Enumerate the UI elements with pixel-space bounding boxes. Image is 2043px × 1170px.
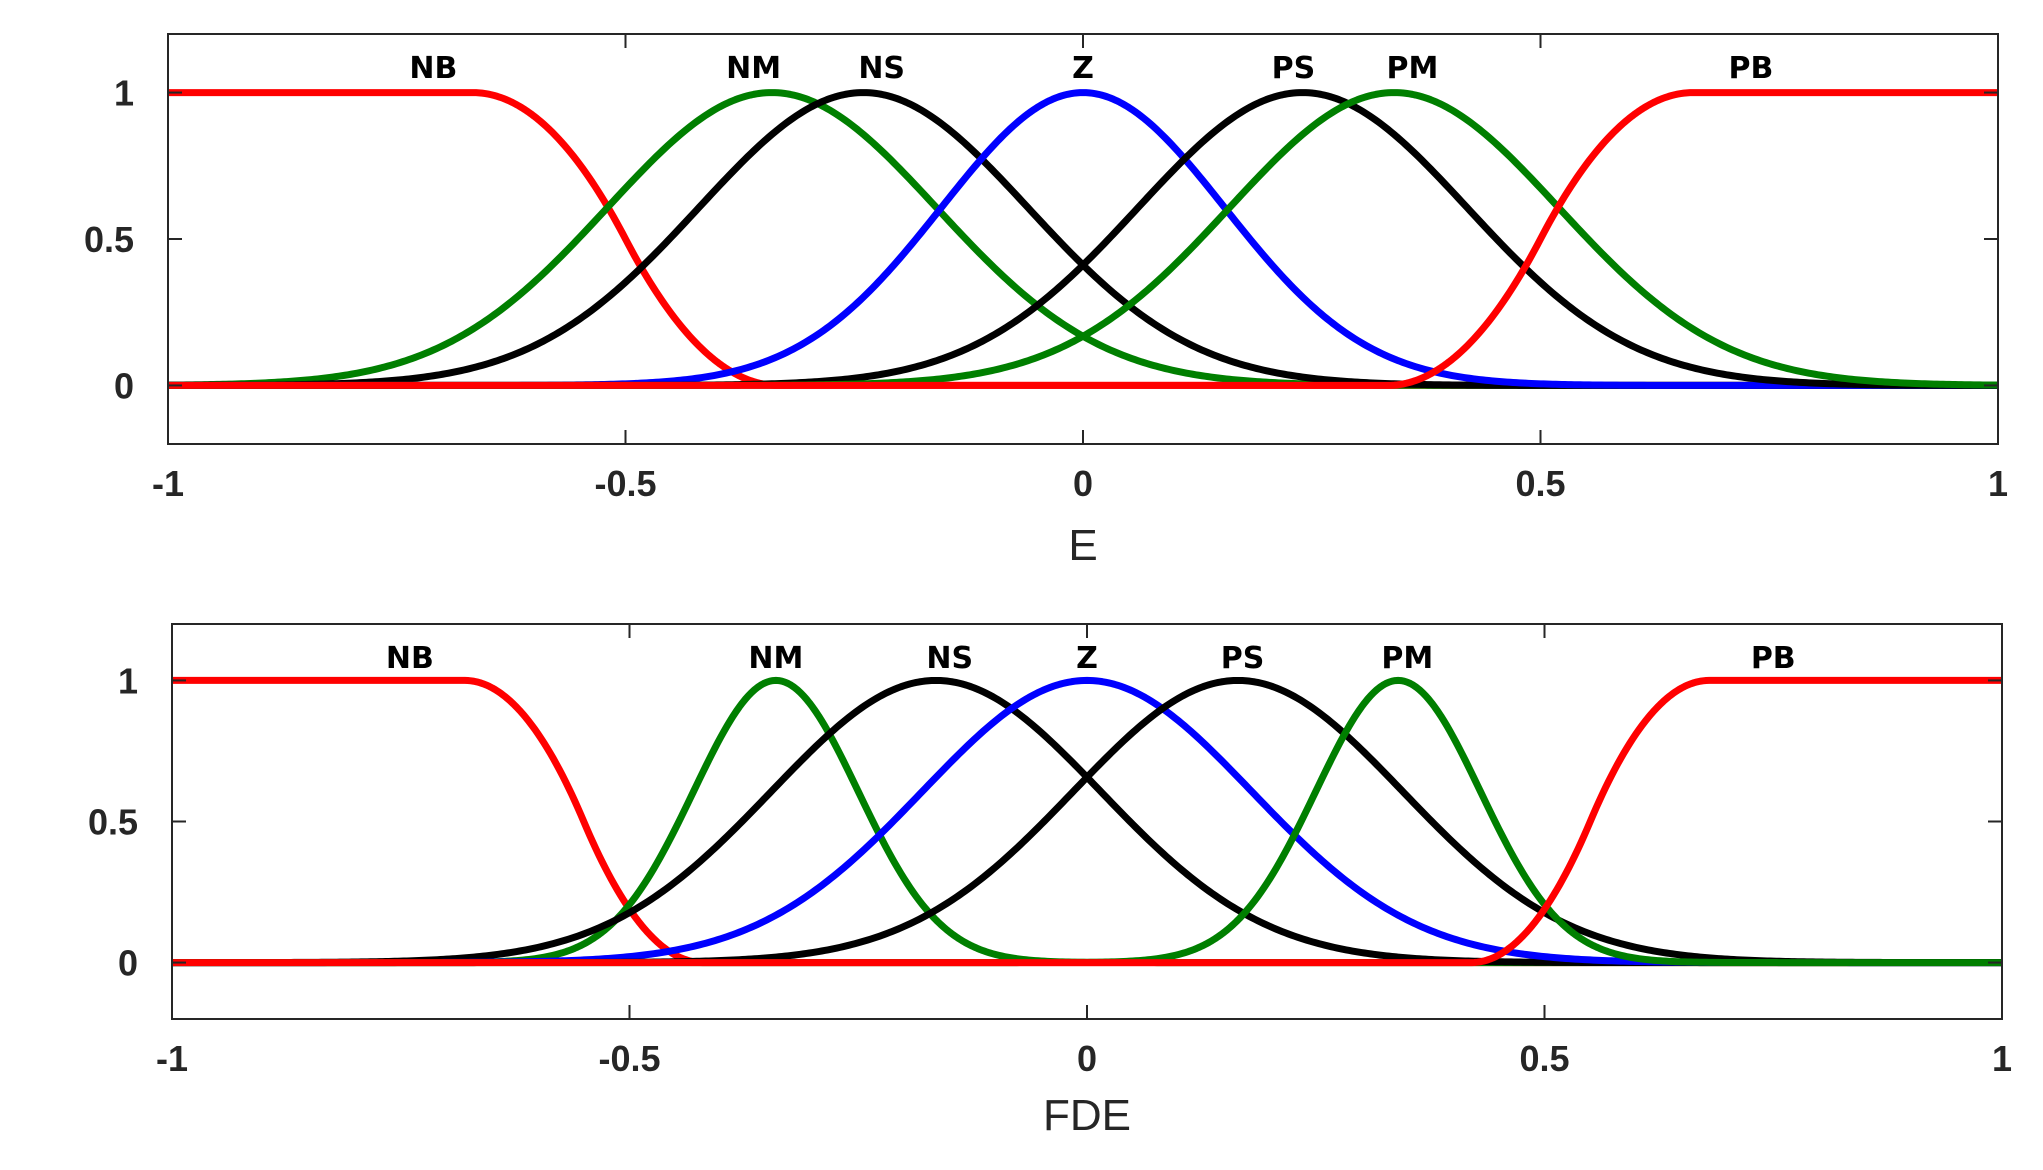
y-tick-label: 0 (114, 365, 134, 406)
series-line-pb (172, 676, 2002, 967)
y-tick-label: 1 (114, 73, 134, 114)
x-tick-label: 1 (1988, 463, 2008, 504)
series-line-pb (168, 89, 1998, 389)
series-label-ns: NS (926, 641, 973, 676)
x-tick-label: -0.5 (594, 463, 656, 504)
membership-curves (168, 89, 1998, 389)
x-tick-label: -1 (156, 1038, 188, 1079)
series-label-ps: PS (1221, 641, 1265, 676)
series-label-nb: NB (386, 641, 434, 676)
series-label-z: Z (1076, 641, 1098, 676)
series-label-pb: PB (1751, 641, 1796, 676)
x-axis-label: FDE (1043, 1091, 1131, 1140)
plot-area (168, 34, 1998, 444)
series-label-pb: PB (1729, 51, 1774, 86)
panel-e: -1 -0.5 0 0.5 1 0 0.5 1 E NB NM NS Z PS PM PB (84, 33, 2008, 570)
y-tick-label: 1 (118, 660, 138, 701)
series-label-pm: PM (1386, 51, 1438, 86)
y-tick-label: 0 (118, 943, 138, 984)
series-label-ps: PS (1272, 51, 1316, 86)
y-tick-label: 0.5 (84, 219, 134, 260)
series-label-nb: NB (409, 51, 457, 86)
x-tick-label: 1 (1992, 1038, 2012, 1079)
series-label-pm: PM (1381, 641, 1433, 676)
series-label-z: Z (1072, 51, 1094, 86)
x-axis-label: E (1068, 521, 1097, 570)
x-tick-label: 0 (1073, 463, 1093, 504)
x-tick-label: 0.5 (1519, 1038, 1569, 1079)
x-tick-label: -0.5 (598, 1038, 660, 1079)
series-label-nm: NM (748, 641, 803, 676)
series-label-nm: NM (726, 51, 781, 86)
series-label-ns: NS (858, 51, 905, 86)
membership-curves (172, 676, 2002, 967)
panel-fde: -1 -0.5 0 0.5 1 0 0.5 1 FDE NB NM NS Z PS PM PB (88, 623, 2012, 1140)
x-tick-label: -1 (152, 463, 184, 504)
y-tick-label: 0.5 (88, 802, 138, 843)
x-tick-label: 0.5 (1515, 463, 1565, 504)
plot-area (172, 624, 2002, 1019)
x-tick-label: 0 (1077, 1038, 1097, 1079)
